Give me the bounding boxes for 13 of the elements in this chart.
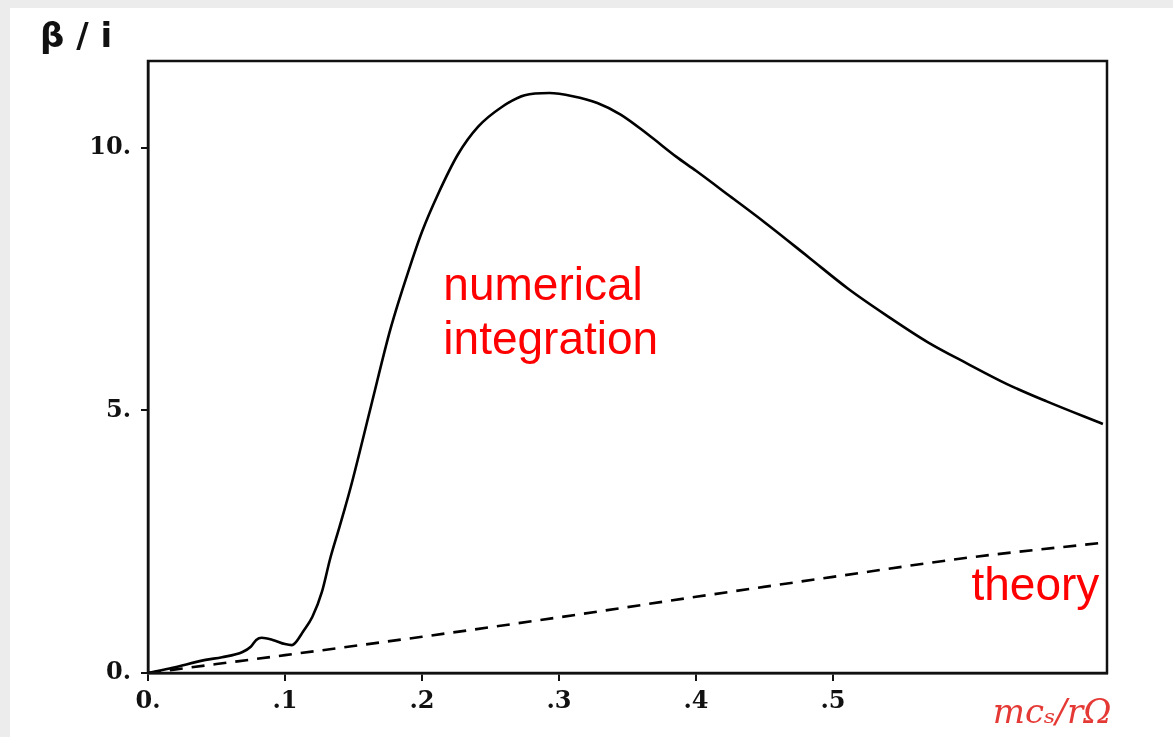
x-tick-label: .1 (272, 684, 298, 714)
series-label: theory (971, 558, 1100, 611)
series-label: numerical integration (443, 258, 659, 365)
x-tick-label: .2 (409, 684, 435, 714)
x-tick-label: .4 (683, 684, 709, 714)
x-tick-label: .5 (820, 684, 846, 714)
x-tick-label: .3 (546, 684, 572, 714)
y-tick-label: 5. (105, 393, 131, 423)
x-tick-label: 0. (135, 684, 161, 714)
y-tick-label: 0. (105, 656, 131, 686)
y-axis-title: β / i (40, 15, 113, 55)
x-axis-title: mcₛ/rΩ (992, 691, 1112, 731)
y-tick-label: 10. (89, 130, 131, 160)
